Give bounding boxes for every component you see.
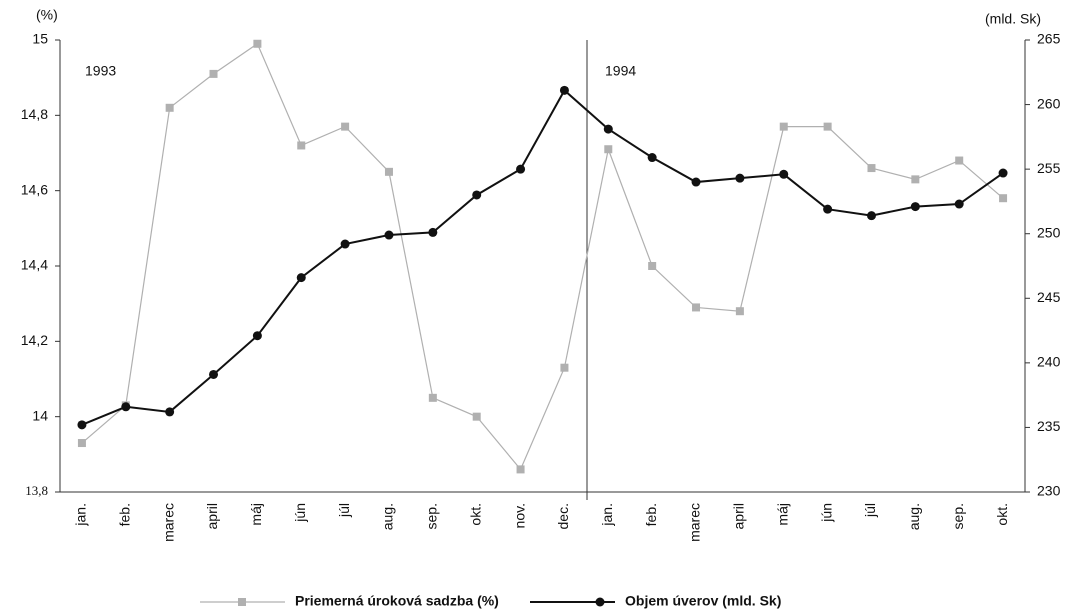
y-tick-label: 14,6 [21, 181, 48, 197]
x-tick-label: júl [862, 503, 878, 518]
point [384, 230, 394, 240]
point [165, 103, 174, 112]
legend-marker [238, 598, 246, 606]
x-tick-label: jan. [73, 503, 89, 527]
y2-axis-label: (mld. Sk) [985, 11, 1041, 27]
x-tick-label: okt. [994, 503, 1010, 526]
point [823, 122, 832, 131]
y-tick-label: 14 [32, 407, 48, 423]
point [604, 145, 613, 154]
series-line [81, 42, 1004, 471]
y-tick-label: 14,8 [21, 106, 48, 122]
point [954, 199, 964, 209]
point [252, 331, 262, 341]
point [559, 85, 569, 95]
point [341, 122, 350, 131]
y2-tick-label: 250 [1037, 224, 1061, 240]
x-tick-label: marec [160, 503, 176, 542]
legend-label: Objem úverov (mld. Sk) [625, 593, 781, 609]
point [209, 369, 219, 379]
point [560, 363, 569, 372]
x-tick-label: aug. [906, 503, 922, 530]
point [472, 190, 482, 200]
x-tick-label: sep. [950, 503, 966, 529]
x-tick-label: jún [292, 503, 308, 523]
point [384, 167, 393, 176]
point [955, 156, 964, 165]
y2-tick-label: 230 [1037, 483, 1061, 499]
y2-tick-label: 265 [1037, 31, 1061, 47]
point [209, 69, 218, 78]
point [648, 262, 657, 270]
x-tick-label: sep. [424, 503, 440, 529]
point [428, 227, 438, 237]
x-tick-label: máj [774, 503, 790, 526]
point [911, 175, 920, 184]
point [692, 303, 701, 312]
point [779, 169, 789, 179]
x-tick-label: máj [248, 503, 264, 526]
point [297, 141, 306, 150]
annotation: 1993 [85, 63, 116, 79]
y2-tick-label: 255 [1037, 160, 1061, 176]
y2-tick-label: 240 [1037, 354, 1061, 370]
y-tick-label: 15 [32, 31, 48, 47]
x-tick-label: okt. [467, 503, 483, 526]
legend-label: Priemerná úroková sadzba (%) [295, 593, 499, 609]
x-tick-label: júl [336, 503, 352, 518]
x-tick-label: april [731, 503, 747, 529]
point [121, 402, 131, 412]
point [910, 202, 920, 212]
y-tick-label: 14,4 [21, 257, 48, 273]
point [340, 239, 350, 249]
x-tick-label: jún [818, 503, 834, 523]
point [866, 211, 876, 221]
point [296, 273, 306, 283]
point [516, 164, 526, 174]
point [867, 164, 876, 173]
y-tick-label: 14,2 [21, 332, 48, 348]
point [691, 177, 701, 187]
point [998, 168, 1008, 178]
point [823, 204, 833, 214]
y2-tick-label: 245 [1037, 289, 1061, 305]
x-tick-label: nov. [511, 503, 527, 528]
point [779, 122, 788, 131]
point [253, 39, 262, 48]
x-tick-label: jan. [599, 503, 615, 527]
x-tick-label: feb. [643, 503, 659, 526]
point [472, 412, 481, 421]
x-tick-label: feb. [116, 503, 132, 526]
point [428, 393, 437, 402]
y2-tick-label: 260 [1037, 95, 1061, 111]
series-line [81, 88, 1004, 426]
x-tick-label: april [204, 503, 220, 529]
y-axis-label: (%) [36, 7, 58, 23]
point [735, 173, 745, 183]
x-tick-label: aug. [380, 503, 396, 530]
point [999, 194, 1008, 203]
point [165, 407, 175, 417]
y2-tick-label: 235 [1037, 418, 1061, 434]
legend-marker [595, 597, 605, 607]
point [603, 124, 613, 134]
point [735, 307, 744, 316]
point [516, 465, 525, 474]
point [77, 420, 87, 430]
point [77, 439, 86, 448]
x-tick-label: dec. [555, 503, 571, 529]
annotation: 1994 [605, 63, 636, 79]
x-tick-label: marec [687, 503, 703, 542]
point [647, 153, 657, 163]
y-tick-label: 13,8 [25, 483, 48, 498]
